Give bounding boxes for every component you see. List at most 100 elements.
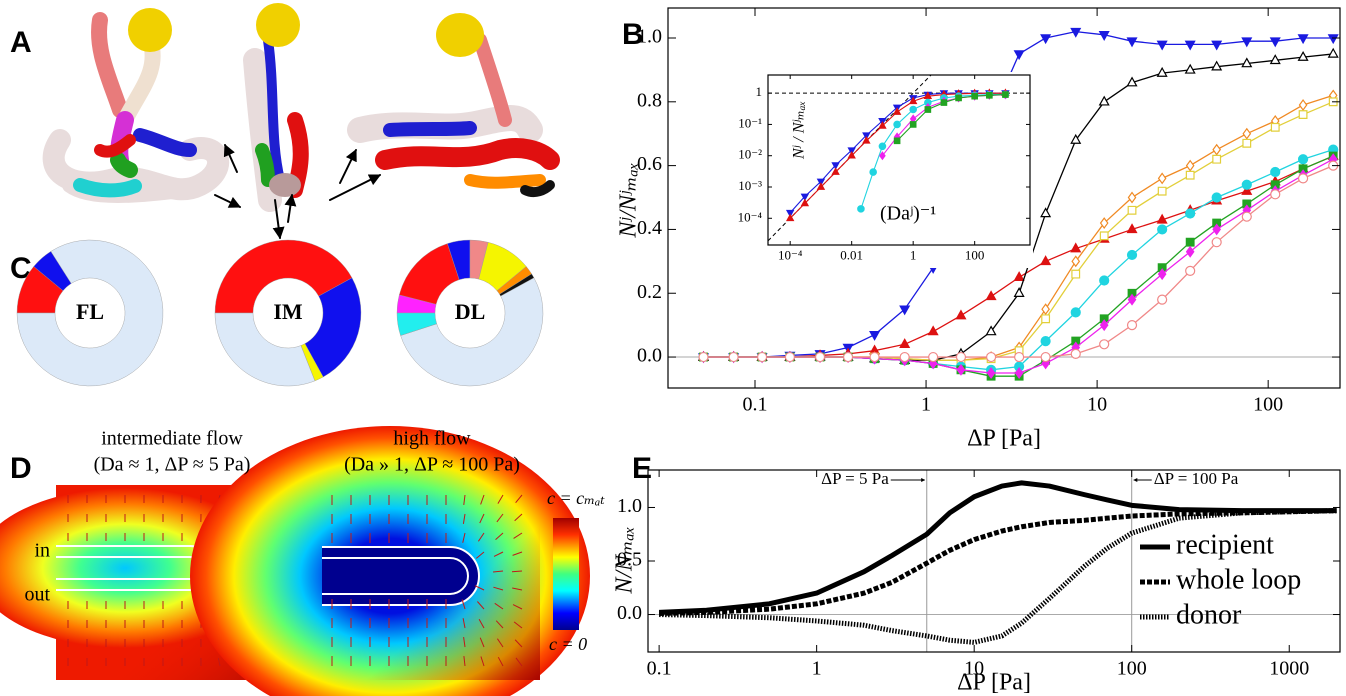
marker [816, 182, 826, 190]
marker [878, 121, 887, 129]
x-tick-label: 1 [812, 658, 822, 680]
marker [1185, 208, 1196, 219]
marker [869, 168, 877, 176]
x-axis-label: ΔP [Pa] [957, 670, 1031, 696]
marker [785, 209, 795, 218]
reference-label: ΔP = 5 Pa [821, 469, 889, 488]
marker [1014, 367, 1024, 379]
y-tick-label: 10⁻⁴ [738, 209, 763, 224]
marker [1156, 66, 1168, 77]
marker [955, 309, 967, 320]
marker [1070, 27, 1082, 38]
marker [1041, 303, 1050, 316]
marker [1298, 110, 1308, 119]
series-line [659, 508, 1337, 645]
marker [986, 92, 993, 99]
marker [847, 150, 856, 159]
donut-label: FL [76, 299, 104, 324]
marker [1297, 154, 1309, 165]
y-tick-label: 0.6 [637, 153, 662, 175]
marker [1157, 186, 1167, 196]
marker [869, 351, 880, 363]
marker [986, 367, 996, 379]
flow-arrow [217, 658, 221, 667]
flow-arrow [515, 657, 523, 667]
y-tick-label: 10⁻² [738, 147, 762, 162]
panel-label: A [10, 26, 32, 59]
donut-segment [214, 239, 353, 314]
marker [956, 363, 966, 376]
heatmap-subtitle: (Da ≈ 1, ΔP ≈ 5 Pa) [94, 454, 251, 476]
marker [1185, 265, 1196, 277]
flow-arrow [461, 599, 466, 610]
donut-chart: FL [16, 239, 164, 387]
marker [1040, 351, 1051, 363]
marker [1070, 307, 1081, 318]
marker [1040, 255, 1052, 266]
marker [909, 121, 917, 128]
y-tick-label: 0.0 [637, 345, 662, 367]
legend-label: whole loop [1176, 564, 1301, 595]
x-tick-label: 0.01 [840, 248, 863, 263]
marker [1098, 95, 1110, 106]
x-tick-label: 100 [965, 248, 985, 263]
heatmap-right [190, 426, 590, 696]
marker [1185, 245, 1195, 258]
marker [1013, 287, 1025, 297]
marker [1270, 122, 1280, 132]
plot-frame [667, 7, 1341, 389]
x-tick-label: 1 [910, 248, 917, 263]
flow-arrow [479, 513, 485, 524]
marker [1269, 54, 1281, 65]
marker [955, 351, 967, 363]
marker [1211, 40, 1223, 51]
y-tick-label: 0.0 [617, 602, 642, 624]
marker [831, 167, 840, 175]
marker [940, 99, 948, 106]
panel-label: E [632, 452, 652, 485]
marker [1157, 268, 1167, 281]
flow-arrow [515, 494, 523, 504]
series-line [659, 480, 1337, 615]
flow-arrow [479, 637, 485, 648]
marker [899, 351, 910, 363]
flow-arrow [462, 513, 466, 524]
marker [1099, 217, 1109, 230]
flow-arrow [496, 638, 504, 648]
marker [1041, 314, 1051, 324]
marker [816, 178, 826, 187]
legend-label: recipient [1176, 529, 1274, 560]
series-line [659, 508, 1337, 616]
x-tick-label: 1 [921, 394, 931, 416]
flow-arrow [495, 620, 504, 629]
flow-arrow [495, 532, 504, 541]
marker [1127, 191, 1137, 204]
colorbar-top-label: c = cₘₐₜ [547, 488, 605, 508]
x-tick-label: 10 [1087, 394, 1107, 416]
flow-arrow [463, 494, 466, 505]
flow-arrow [462, 532, 466, 543]
x-tick-label: 1000 [1269, 658, 1309, 680]
x-tick-label: 10 [964, 658, 984, 680]
reference-label: ΔP = 100 Pa [1154, 469, 1239, 488]
x-axis-label: ΔP [Pa] [967, 426, 1041, 452]
marker [1211, 237, 1222, 248]
flow-arrow [496, 513, 504, 523]
marker [862, 136, 871, 144]
x-tick-label: 0.1 [647, 658, 672, 680]
marker [1242, 127, 1252, 140]
legend-label: donor [1176, 599, 1242, 630]
flow-arrow [493, 551, 504, 557]
flow-arrow [494, 602, 504, 610]
marker [800, 198, 810, 207]
marker [923, 91, 933, 100]
marker [893, 137, 901, 145]
marker [879, 151, 886, 161]
marker [728, 351, 739, 363]
flow-arrow [511, 570, 523, 573]
marker [892, 107, 902, 115]
outlet-label: out [24, 584, 50, 606]
marker [908, 96, 918, 105]
marker [878, 142, 887, 151]
